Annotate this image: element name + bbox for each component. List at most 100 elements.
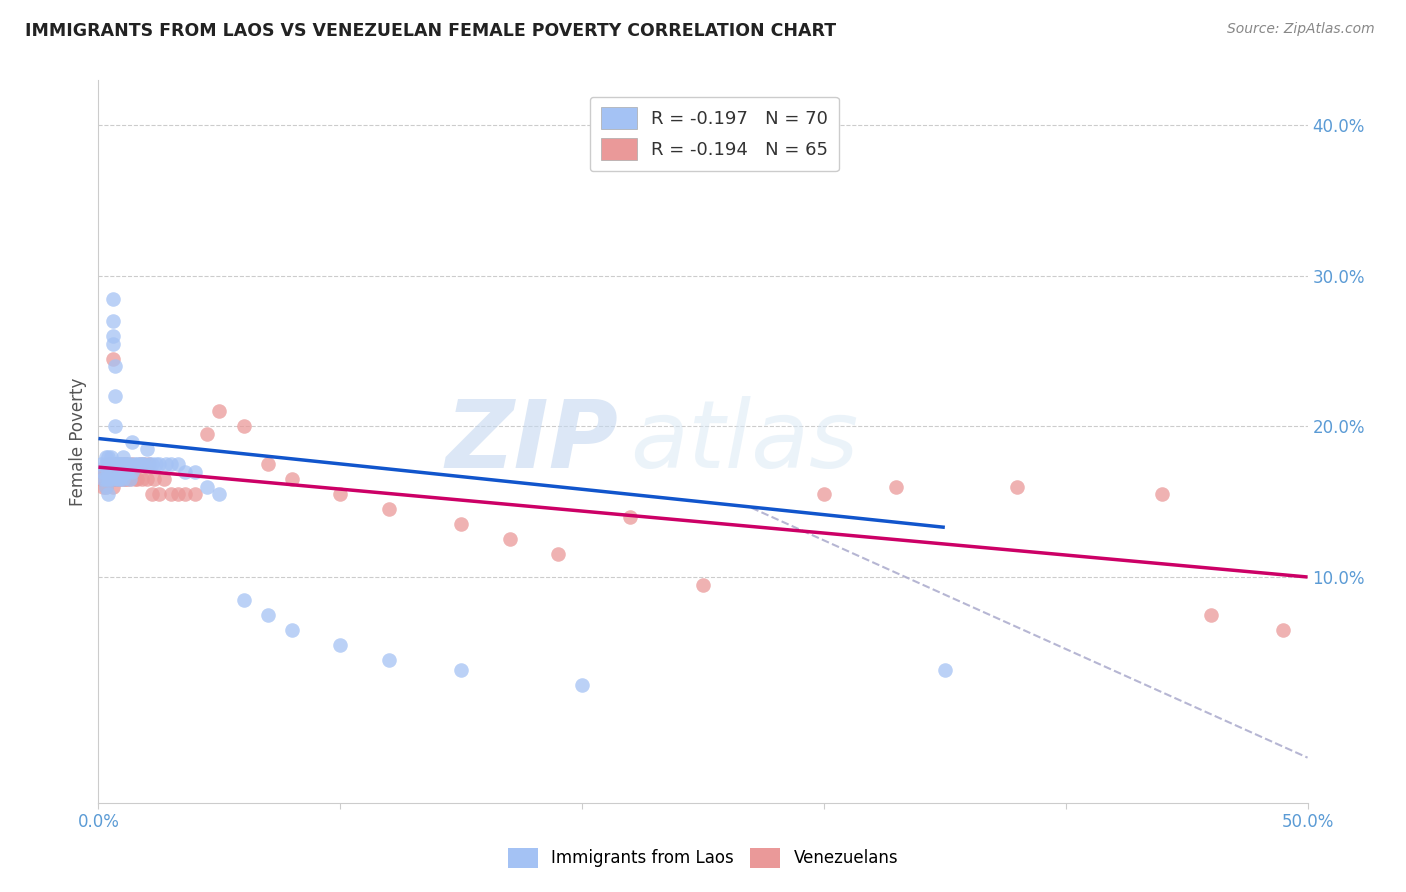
Point [107,457,129,471]
Point [118,472,141,486]
Point [256,607,278,622]
Point [117,472,139,486]
Point [160,487,183,501]
Point [111,457,134,471]
Point [145,457,167,471]
Point [256,457,278,471]
Point [107,457,129,471]
Point [232,592,254,607]
Point [97,465,120,479]
Point [97,450,120,464]
Text: IMMIGRANTS FROM LAOS VS VENEZUELAN FEMALE POVERTY CORRELATION CHART: IMMIGRANTS FROM LAOS VS VENEZUELAN FEMAL… [25,22,837,40]
Point [94,480,117,494]
Point [117,457,139,471]
Point [886,480,908,494]
Point [108,472,131,486]
Point [143,472,166,486]
Point [114,465,136,479]
Point [281,472,304,486]
Point [101,472,124,486]
Point [91,480,114,494]
Point [107,457,129,471]
Point [90,457,112,471]
Legend: R = -0.197   N = 70, R = -0.194   N = 65: R = -0.197 N = 70, R = -0.194 N = 65 [591,96,839,171]
Point [94,472,117,486]
Point [91,465,114,479]
Point [232,419,254,434]
Point [111,450,134,464]
Point [101,351,124,366]
Point [547,548,569,562]
Point [101,292,124,306]
Point [100,465,122,479]
Point [101,480,124,494]
Point [619,509,641,524]
Point [127,457,149,471]
Point [104,472,127,486]
Point [104,472,127,486]
Point [281,623,304,637]
Text: ZIP: ZIP [446,395,619,488]
Point [377,502,399,516]
Point [101,336,124,351]
Point [174,465,197,479]
Point [94,465,117,479]
Point [101,329,124,343]
Point [377,653,399,667]
Point [117,457,139,471]
Point [134,457,156,471]
Point [104,472,127,486]
Point [134,457,156,471]
Point [141,457,163,471]
Point [97,457,120,471]
Point [90,472,112,486]
Point [138,457,160,471]
Point [108,457,131,471]
Point [124,457,146,471]
Point [104,457,127,471]
Point [114,472,136,486]
Point [450,517,472,532]
Point [104,419,127,434]
Point [111,457,134,471]
Point [97,487,120,501]
Point [167,487,190,501]
Point [160,457,183,471]
Point [934,664,956,678]
Point [108,472,131,486]
Legend: Immigrants from Laos, Venezuelans: Immigrants from Laos, Venezuelans [501,841,905,875]
Point [117,465,139,479]
Point [100,465,122,479]
Point [141,487,163,501]
Y-axis label: Female Poverty: Female Poverty [69,377,87,506]
Point [148,487,170,501]
Point [108,457,131,471]
Point [107,472,129,486]
Point [101,465,124,479]
Point [148,457,170,471]
Point [124,472,146,486]
Point [498,533,520,547]
Point [138,457,160,471]
Point [208,487,231,501]
Point [174,487,197,501]
Point [118,472,141,486]
Point [329,487,352,501]
Point [813,487,835,501]
Point [100,457,122,471]
Text: atlas: atlas [630,396,859,487]
Point [121,465,143,479]
Point [329,638,352,652]
Point [108,457,131,471]
Point [121,434,143,449]
Point [155,457,177,471]
Point [108,465,131,479]
Point [107,472,129,486]
Point [167,457,190,471]
Point [135,472,157,486]
Point [97,457,120,471]
Point [100,472,122,486]
Point [107,472,129,486]
Point [450,664,472,678]
Point [100,450,122,464]
